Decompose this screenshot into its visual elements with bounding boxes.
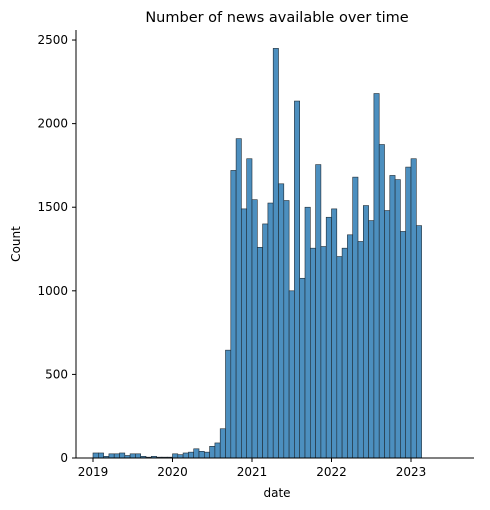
chart-title: Number of news available over time: [145, 10, 408, 26]
bar: [204, 451, 210, 459]
bar: [209, 445, 216, 459]
bar: [294, 100, 300, 459]
bar: [262, 223, 269, 459]
bar: [267, 202, 274, 459]
bar: [98, 452, 104, 459]
bar: [235, 138, 242, 459]
y-axis-label: Count: [9, 226, 23, 262]
bar: [135, 453, 141, 459]
bar: [389, 175, 396, 459]
y-tick-label: 500: [45, 367, 68, 381]
x-tick-label: 2020: [157, 465, 188, 479]
bar: [256, 247, 263, 459]
y-tick-label: 2000: [37, 117, 68, 131]
x-tick-label: 2019: [78, 465, 109, 479]
bar: [336, 256, 343, 459]
bar: [378, 144, 385, 459]
y-tick-label: 2500: [37, 33, 68, 47]
bar: [92, 452, 99, 459]
bar: [405, 166, 412, 459]
bar: [362, 205, 369, 459]
bar: [325, 216, 332, 459]
bar: [193, 448, 200, 459]
bar: [172, 453, 179, 459]
bars-group: [92, 48, 422, 459]
bar: [246, 158, 253, 459]
bar: [299, 277, 306, 459]
bar: [108, 453, 115, 459]
bar: [368, 220, 375, 459]
bar: [384, 210, 391, 459]
bar: [400, 231, 406, 459]
x-tick-label: 2021: [237, 465, 268, 479]
bar: [394, 179, 401, 459]
bar: [177, 454, 184, 459]
bar: [214, 442, 221, 459]
bar: [415, 225, 422, 459]
bar: [331, 208, 338, 459]
bar: [309, 247, 316, 459]
bar: [188, 451, 194, 459]
bar: [352, 176, 359, 459]
y-tick-label: 1000: [37, 284, 68, 298]
bar: [198, 451, 205, 459]
bar: [357, 241, 364, 459]
bar: [113, 453, 120, 459]
bar: [373, 93, 380, 459]
x-tick-label: 2022: [316, 465, 347, 479]
bar: [320, 246, 327, 459]
x-tick-label: 2023: [396, 465, 427, 479]
bar: [315, 164, 322, 459]
bar: [119, 452, 126, 459]
bar: [341, 247, 348, 459]
bar: [410, 158, 417, 459]
bar: [219, 428, 226, 459]
bar: [288, 290, 295, 459]
bar: [304, 206, 311, 459]
bar: [272, 48, 279, 459]
x-axis-label: date: [263, 486, 290, 500]
bar: [278, 183, 285, 459]
bar: [182, 452, 189, 459]
y-tick-label: 0: [60, 451, 68, 465]
y-tick-label: 1500: [37, 200, 68, 214]
bar: [251, 199, 258, 459]
bar: [347, 234, 353, 459]
bar: [283, 200, 290, 459]
x-ticks-group: 2019 2020 2021 2022 2023: [78, 458, 427, 479]
bar: [230, 170, 237, 459]
bar: [241, 208, 247, 459]
bar: [225, 349, 232, 459]
y-ticks-group: 0 500 1000 1500 2000 2500: [37, 33, 76, 465]
bar: [129, 453, 136, 459]
